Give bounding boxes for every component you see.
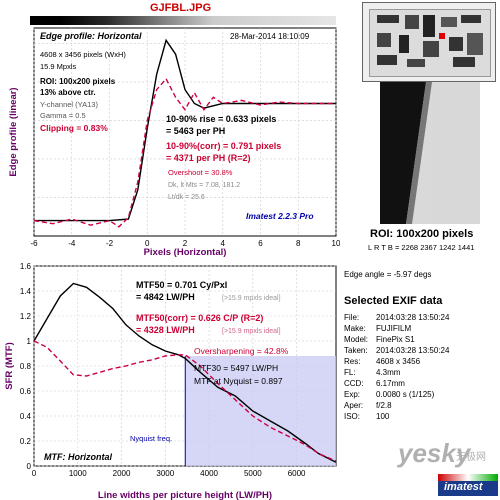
- roi-image: [380, 82, 480, 224]
- mtf-y-tick: 1: [27, 337, 32, 346]
- mtf-y-tick: 0.6: [20, 387, 32, 396]
- edge-roi-2: 13% above ctr.: [40, 88, 96, 97]
- mtf-y-tick: 0.2: [20, 437, 32, 446]
- exif-key: Aper:: [344, 401, 364, 410]
- mtf-y-tick: 0.8: [20, 362, 32, 371]
- exif-value: 2014:03:28 13:50:24: [376, 346, 450, 355]
- exif-key: FL:: [344, 368, 356, 377]
- edge-channel: Y-channel (YA13): [40, 100, 98, 109]
- edge-profile-chart: -6 -4 -2 0 2 4 6 8 10 Edge profile: Horizontal 2…: [8, 27, 340, 257]
- mtf50-corr-lw: = 4328 LW/PH: [136, 325, 195, 335]
- edge-dk: Dk, lt Mts = 7.08, 181.2: [168, 182, 240, 189]
- edge-megapixels: 15.9 Mpxls: [40, 62, 77, 71]
- edge-rise-ph: = 5463 per PH: [166, 126, 225, 136]
- edge-series-dashed: [33, 77, 336, 228]
- edge-timestamp: 28-Mar-2014 18:10:09: [230, 32, 310, 41]
- edge-ylabel: Edge profile (linear): [8, 87, 19, 176]
- mtf-y-tick: 1.4: [20, 287, 32, 296]
- edge-ltdk: Lt/dk = 25.6: [168, 194, 205, 201]
- edge-angle: Edge angle = -5.97 degs: [344, 270, 432, 279]
- edge-overshoot: Overshoot = 30.8%: [168, 168, 233, 177]
- mtf50-corr-note: [>15.9 mpxls ideal]: [222, 328, 281, 335]
- exif-key: ISO:: [344, 412, 361, 421]
- exif-list: File: 2014:03:28 13:50:24 Make: FUJIFILM Mod…: [344, 313, 494, 433]
- gradient-strip: [30, 16, 336, 25]
- exif-value: f/2.8: [376, 401, 392, 410]
- exif-value: 6.17mm: [376, 379, 405, 388]
- mtf-x-tick: 3000: [156, 469, 174, 478]
- roi-lrtb: L R T B = 2268 2367 1242 1441: [368, 243, 475, 252]
- mtf-oversharpening: Oversharpening = 42.8%: [194, 346, 289, 356]
- edge-heading: Edge profile: Horizontal: [40, 31, 142, 41]
- mtf30: MTF30 = 5497 LW/PH: [194, 363, 278, 373]
- exif-value: 4.3mm: [376, 368, 401, 377]
- edge-rise: 10-90% rise = 0.633 pixels: [166, 114, 276, 124]
- exif-value: 4608 x 3456: [376, 357, 421, 366]
- exif-key: Model:: [344, 335, 369, 344]
- edge-x-tick: 2: [183, 239, 188, 248]
- mtf50-lw: = 4842 LW/PH: [136, 292, 195, 302]
- imatest-badge-text: imatest: [444, 481, 483, 493]
- exif-value: 100: [376, 412, 390, 421]
- mtf-x-tick: 5000: [244, 469, 262, 478]
- mtf-footer: MTF: Horizontal: [44, 452, 112, 462]
- edge-rise-corr-ph: = 4371 per PH (R=2): [166, 153, 251, 163]
- mtf-chart: 0 1000 2000 3000 4000 5000 6000 0 0.2 0.4 0.6 0.8 1 1…: [4, 262, 337, 500]
- nyquist-label: Nyquist freq.: [130, 434, 172, 443]
- exif-title: Selected EXIF data: [344, 295, 443, 307]
- exif-value: FUJIFILM: [376, 324, 412, 333]
- edge-x-tick: 8: [296, 239, 301, 248]
- mtf-x-tick: 1000: [69, 469, 87, 478]
- mtf-x-tick: 0: [32, 469, 37, 478]
- edge-gamma: Gamma = 0.5: [40, 111, 86, 120]
- exif-key: File:: [344, 313, 360, 322]
- edge-x-tick: 10: [332, 239, 340, 248]
- edge-version: Imatest 2.2.3 Pro: [246, 211, 314, 221]
- yesky-logo-text: yesky: [398, 438, 471, 468]
- exif-key: Exp:: [344, 390, 361, 399]
- mtf-x-tick: 6000: [288, 469, 306, 478]
- mtf50-corr: MTF50(corr) = 0.626 C/P (R=2): [136, 313, 263, 323]
- edge-x-tick: 4: [221, 239, 226, 248]
- mtf-x-tick: 4000: [200, 469, 218, 478]
- edge-clipping: Clipping = 0.83%: [40, 123, 108, 133]
- yesky-logo-sub: 天极网: [456, 452, 486, 463]
- edge-roi-1: ROI: 100x200 pixels: [40, 77, 116, 86]
- edge-series-solid: [34, 38, 336, 222]
- edge-rise-corr: 10-90%(corr) = 0.791 pixels: [166, 141, 281, 151]
- mtf-xlabel: Line widths per picture height (LW/PH): [98, 490, 272, 500]
- edge-x-tick: 0: [145, 239, 150, 248]
- exif-value: FinePix S1: [376, 335, 415, 344]
- edge-x-tick: -6: [30, 239, 38, 248]
- roi-edge-graphic: [380, 82, 480, 224]
- edge-x-tick: 6: [258, 239, 263, 248]
- mtf-x-tick: 2000: [113, 469, 131, 478]
- imatest-badge: imatest: [438, 474, 498, 496]
- mtf-y-tick: 0: [27, 462, 32, 471]
- mtf-y-tick: 0.4: [20, 412, 32, 421]
- roi-title: ROI: 100x200 pixels: [370, 228, 474, 240]
- edge-x-tick: -2: [106, 239, 114, 248]
- window-title: GJFBL.JPG: [150, 2, 212, 14]
- mtf-series-dashed: [33, 340, 337, 462]
- mtf50: MTF50 = 0.701 Cy/Pxl: [136, 280, 227, 290]
- mtf-series-solid: [33, 282, 337, 463]
- yesky-watermark: yesky 天极网 imatest: [398, 438, 498, 498]
- edge-xlabel: Pixels (Horizontal): [144, 247, 227, 257]
- edge-image-size: 4608 x 3456 pixels (WxH): [40, 50, 126, 59]
- mtf-nyquist-value: MTF at Nyquist = 0.897: [194, 376, 283, 386]
- mtf-y-tick: 1.6: [20, 262, 32, 271]
- mtf-ylabel: SFR (MTF): [4, 342, 15, 390]
- right-panel: ROI: 100x200 pixels L R T B = 2268 2367 …: [340, 0, 500, 500]
- exif-value: 2014:03:28 13:50:24: [376, 313, 450, 322]
- exif-key: Taken:: [344, 346, 368, 355]
- mtf-y-tick: 1.2: [20, 312, 32, 321]
- exif-key: CCD:: [344, 379, 364, 388]
- test-chart-thumbnail: [362, 2, 496, 82]
- exif-key: Res:: [344, 357, 361, 366]
- exif-value: 0.0080 s (1/125): [376, 390, 435, 399]
- edge-x-tick: -4: [68, 239, 76, 248]
- exif-key: Make:: [344, 324, 366, 333]
- mtf50-note: [>15.9 mpxls ideal]: [222, 295, 281, 302]
